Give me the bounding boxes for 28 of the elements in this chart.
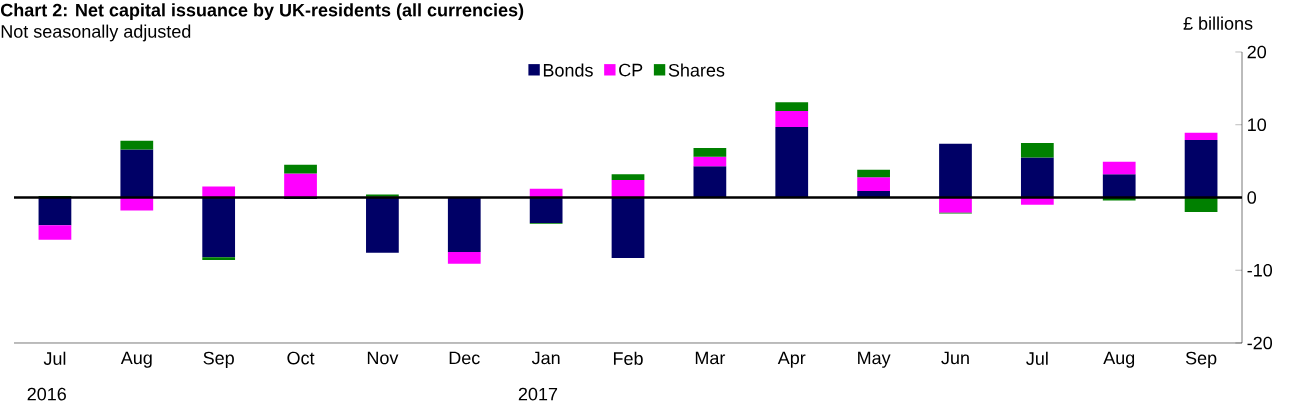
x-tick-label: Aug (120, 351, 152, 368)
x-tick-label: Sep (1185, 351, 1217, 369)
chart-title: Chart 2: Net capital issuance by UK-residents (all currencies) (1, 3, 524, 21)
x-tick-label: May (858, 351, 891, 368)
x-tick-label: Mar (695, 351, 726, 365)
x-tick-label: Feb (613, 351, 643, 365)
text: 2016 (27, 387, 66, 401)
x-tick-label: Jan (531, 351, 560, 365)
x-tick-label: Jul (43, 351, 66, 365)
legend-label: Shares (668, 63, 725, 77)
text: 2017 (518, 387, 558, 401)
x-tick-label: Jul (1026, 351, 1048, 365)
y-tick-label: 20 (1247, 45, 1267, 59)
legend-label: Bonds (543, 63, 593, 77)
x-tick-label: Oct (287, 351, 315, 365)
x-tick-label: Jun (941, 351, 969, 365)
x-tick-label: Dec (449, 351, 480, 365)
y-axis-title: £ billions (1183, 16, 1253, 30)
y-tick-label: -10 (1247, 263, 1273, 277)
y-tick-label: -20 (1247, 336, 1273, 350)
x-tick-label: Apr (777, 351, 806, 368)
x-tick-label: Sep (203, 351, 234, 369)
x-tick-label: Aug (1103, 351, 1135, 368)
legend-label: CP (619, 63, 643, 77)
y-tick-label: 0 (1247, 191, 1257, 204)
x-tick-label: Nov (367, 351, 399, 365)
y-tick-label: 10 (1248, 118, 1267, 132)
chart-subtitle: Not seasonally adjusted (1, 24, 191, 42)
